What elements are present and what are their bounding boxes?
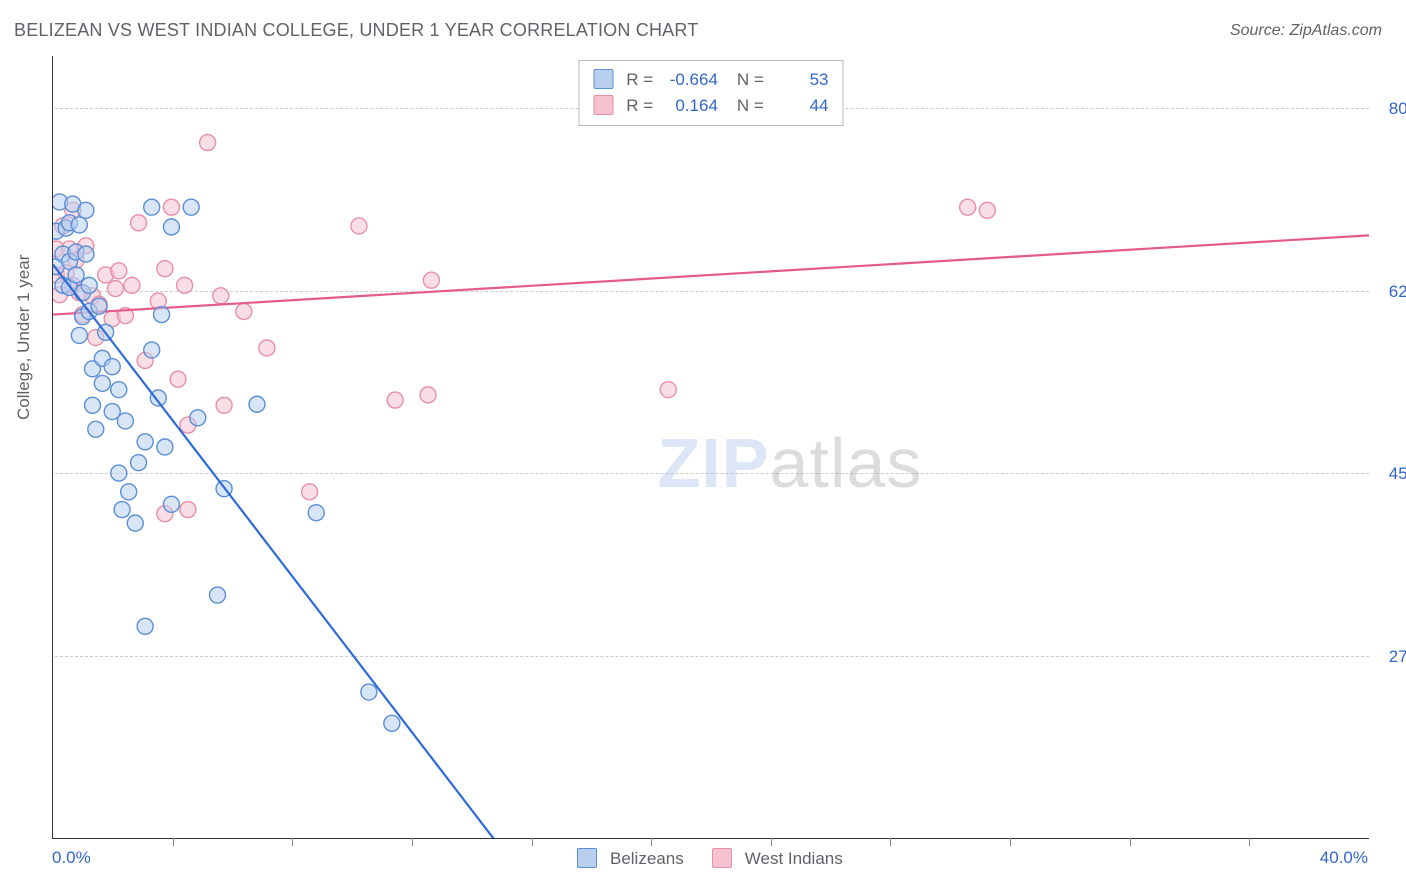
scatter-point [157,439,173,455]
n-value-pink: 44 [768,93,828,119]
scatter-point [960,199,976,215]
legend-label-pink: West Indians [745,849,843,868]
scatter-point [84,397,100,413]
scatter-point [163,219,179,235]
chart-page: BELIZEAN VS WEST INDIAN COLLEGE, UNDER 1… [0,0,1406,892]
scatter-point [131,215,147,231]
scatter-point [216,397,232,413]
scatter-point [108,281,124,297]
scatter-point [137,434,153,450]
n-value-blue: 53 [768,67,828,93]
scatter-svg [53,56,1369,838]
scatter-point [361,684,377,700]
scatter-point [78,246,94,262]
scatter-point [183,199,199,215]
square-icon [594,69,614,89]
scatter-point [420,387,436,403]
x-tick [1130,838,1131,846]
scatter-point [68,267,84,283]
stats-row-pink: R = 0.164 N = 44 [594,93,829,119]
scatter-point [91,298,107,314]
scatter-point [177,277,193,293]
scatter-point [78,202,94,218]
scatter-point [131,455,147,471]
chart-title: BELIZEAN VS WEST INDIAN COLLEGE, UNDER 1… [14,20,698,41]
scatter-point [210,587,226,603]
scatter-point [144,199,160,215]
stats-legend-box: R = -0.664 N = 53 R = 0.164 N = 44 [579,60,844,126]
x-tick [890,838,891,846]
scatter-point [117,413,133,429]
stats-row-blue: R = -0.664 N = 53 [594,67,829,93]
scatter-point [94,375,110,391]
scatter-point [302,484,318,500]
y-tick-label: 80.0% [1377,99,1406,119]
scatter-point [71,217,87,233]
scatter-point [163,496,179,512]
y-tick-label: 62.5% [1377,282,1406,302]
scatter-point [384,715,400,731]
y-tick-label: 45.0% [1377,464,1406,484]
scatter-point [660,382,676,398]
scatter-point [200,135,216,151]
n-label: N = [737,70,764,89]
trend-line [53,235,1369,314]
scatter-point [71,327,87,343]
y-axis-label: College, Under 1 year [14,255,34,420]
scatter-point [154,307,170,323]
scatter-point [163,199,179,215]
scatter-point [127,515,143,531]
square-icon [577,848,597,868]
scatter-point [111,263,127,279]
scatter-point [387,392,403,408]
n-label: N = [737,96,764,115]
x-tick [532,838,533,846]
scatter-point [236,303,252,319]
scatter-point [124,277,140,293]
x-tick [651,838,652,846]
x-axis-labels: 0.0% Belizeans West Indians 40.0% [52,848,1368,872]
scatter-point [213,288,229,304]
scatter-point [259,340,275,356]
scatter-point [423,272,439,288]
x-tick [771,838,772,846]
scatter-point [111,465,127,481]
x-max-label: 40.0% [1320,848,1368,868]
r-label: R = [626,96,653,115]
series-legend: Belizeans West Indians [52,848,1368,869]
scatter-point [979,202,995,218]
scatter-point [104,359,120,375]
chart-source: Source: ZipAtlas.com [1230,22,1382,40]
scatter-point [111,382,127,398]
scatter-point [180,502,196,518]
legend-label-blue: Belizeans [610,849,684,868]
scatter-point [81,277,97,293]
scatter-point [137,618,153,634]
scatter-point [170,371,186,387]
scatter-point [88,421,104,437]
square-icon [594,95,614,115]
plot-area: R = -0.664 N = 53 R = 0.164 N = 44 ZIPat… [52,56,1369,839]
x-tick [412,838,413,846]
x-tick [173,838,174,846]
scatter-point [308,505,324,521]
y-tick-label: 27.5% [1377,647,1406,667]
r-value-pink: 0.164 [658,93,718,119]
scatter-point [190,410,206,426]
square-icon [712,848,732,868]
x-tick [292,838,293,846]
scatter-point [249,396,265,412]
r-label: R = [626,70,653,89]
scatter-point [114,502,130,518]
scatter-point [351,218,367,234]
scatter-point [150,390,166,406]
scatter-point [157,261,173,277]
x-tick [1010,838,1011,846]
scatter-point [121,484,137,500]
scatter-point [144,342,160,358]
x-tick [1249,838,1250,846]
r-value-blue: -0.664 [658,67,718,93]
